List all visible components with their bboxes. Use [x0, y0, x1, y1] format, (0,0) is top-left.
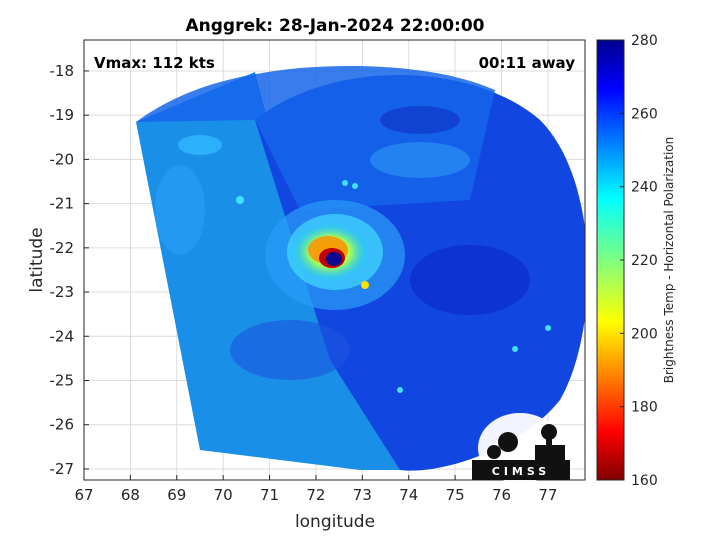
convective-cell — [545, 325, 551, 331]
colorbar-tick-label: 180 — [631, 400, 658, 416]
colorbar — [596, 39, 625, 481]
y-tick-label: -24 — [50, 327, 75, 345]
cold-band-e — [410, 245, 530, 315]
y-tick-label: -21 — [50, 195, 75, 213]
convective-cell — [352, 183, 358, 189]
y-tick-label: -25 — [50, 372, 75, 390]
y-tick-label: -23 — [50, 283, 75, 301]
y-tick-label: -19 — [50, 106, 75, 124]
x-tick-label: 68 — [121, 486, 140, 504]
colorbar-tick-label: 220 — [631, 253, 658, 269]
x-tick-label: 71 — [260, 486, 279, 504]
convective-cell — [361, 281, 369, 289]
colorbar-tick-label: 260 — [631, 106, 658, 122]
y-tick-label: -18 — [50, 62, 75, 80]
convective-cell — [342, 180, 348, 186]
x-tick-label: 67 — [74, 486, 93, 504]
cloud-patch-n — [370, 142, 470, 178]
y-tick-label: -27 — [50, 460, 75, 478]
x-tick-label: 73 — [353, 486, 372, 504]
x-tick-label: 76 — [492, 486, 511, 504]
cloud-patch-nw — [178, 135, 222, 155]
y-axis-label: latitude — [27, 227, 47, 292]
brightness-temp-swath — [136, 66, 585, 471]
axes-frame — [83, 39, 586, 481]
logo-text: CIMSS — [492, 465, 550, 478]
colorbar-tick-label: 160 — [631, 473, 658, 489]
x-tick-label: 77 — [538, 486, 557, 504]
colorbar-label: Brightness Temp - Horizontal Polarizatio… — [662, 137, 676, 384]
convective-cell — [397, 387, 403, 393]
convective-cell — [236, 196, 244, 204]
colorbar-ticks: 160 180 200 220 240 260 280 — [620, 33, 658, 489]
cloud-patch-w — [155, 165, 205, 255]
x-tick-label: 72 — [306, 486, 325, 504]
y-tick-label: -26 — [50, 416, 75, 434]
cold-band-ne — [380, 106, 460, 134]
eye — [326, 252, 342, 266]
x-axis-label: longitude — [295, 512, 375, 532]
x-tick-label: 74 — [399, 486, 418, 504]
cold-band-sw — [230, 320, 350, 380]
cimss-logo: CIMSS — [472, 413, 570, 483]
x-tick-label: 75 — [446, 486, 465, 504]
convective-cell — [512, 346, 518, 352]
chart-title: Anggrek: 28-Jan-2024 22:00:00 — [185, 16, 484, 36]
x-ticks: 67 68 69 70 71 72 73 74 75 76 77 — [74, 475, 557, 504]
time-away-annotation: 00:11 away — [479, 54, 576, 72]
x-tick-label: 69 — [167, 486, 186, 504]
colorbar-tick-label: 240 — [631, 180, 658, 196]
x-tick-label: 70 — [214, 486, 233, 504]
colorbar-tick-label: 280 — [631, 33, 658, 49]
vmax-annotation: Vmax: 112 kts — [94, 54, 215, 72]
y-ticks: -18 -19 -20 -21 -22 -23 -24 -25 -26 -27 — [50, 62, 89, 478]
y-tick-label: -20 — [50, 150, 75, 168]
colorbar-tick-label: 200 — [631, 326, 658, 342]
y-tick-label: -22 — [50, 239, 75, 257]
